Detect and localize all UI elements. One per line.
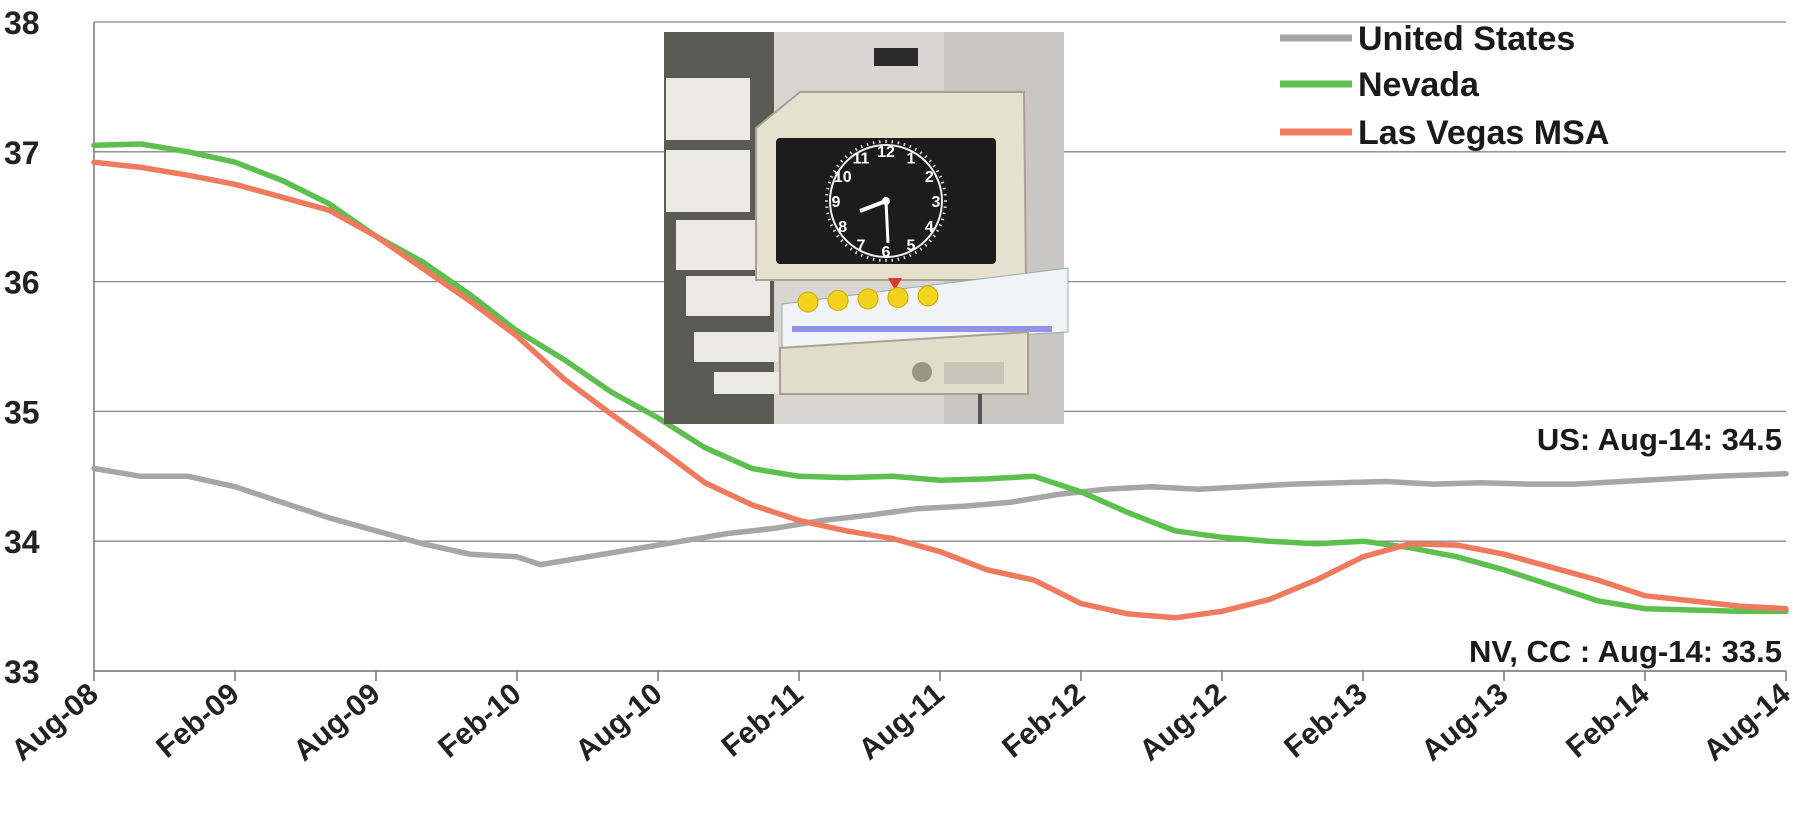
y-tick-label: 37 <box>4 135 40 171</box>
axes <box>93 22 1787 681</box>
x-tick-label: Aug-12 <box>1133 677 1232 768</box>
clock-number: 3 <box>932 194 941 211</box>
smiley-sticker <box>857 288 879 310</box>
smiley-sticker <box>797 291 819 313</box>
clock-number: 8 <box>838 219 847 236</box>
legend-item-united-states: United States <box>1280 20 1575 58</box>
series-line-united-states <box>91 465 1789 568</box>
clock-number: 9 <box>832 194 841 211</box>
y-tick-label: 35 <box>4 394 40 430</box>
legend-item-las-vegas-msa: Las Vegas MSA <box>1280 114 1609 152</box>
clock-number: 7 <box>857 237 866 254</box>
clock-number: 12 <box>877 144 895 161</box>
x-tick-label: Feb-11 <box>715 677 809 763</box>
clock-number: 5 <box>907 237 916 254</box>
x-tick-label: Aug-08 <box>5 677 104 768</box>
us-latest-annotation: US: Aug-14: 34.5 <box>1537 422 1782 457</box>
legend-label: Nevada <box>1358 66 1480 104</box>
clock-minute-hand <box>884 200 890 244</box>
x-tick-label: Aug-14 <box>1697 677 1796 768</box>
legend-label: Las Vegas MSA <box>1358 114 1609 152</box>
x-tick-label: Feb-14 <box>1560 677 1656 765</box>
clock-number: 2 <box>925 169 934 186</box>
nv-latest-annotation: NV, CC : Aug-14: 33.5 <box>1469 634 1782 669</box>
y-tick-label: 36 <box>4 265 40 301</box>
smiley-sticker <box>827 290 849 311</box>
x-tick-label: Aug-13 <box>1415 677 1514 768</box>
series-line-las-vegas-msa <box>91 159 1789 621</box>
y-axis-tick-labels: 33 34 35 36 37 38 <box>4 5 40 690</box>
y-tick-label: 38 <box>4 5 40 41</box>
x-tick-label: Feb-13 <box>1278 677 1373 764</box>
x-tick-label: Aug-10 <box>569 677 668 768</box>
clock-number: 11 <box>853 151 870 168</box>
clock-number: 4 <box>925 219 934 236</box>
smiley-sticker <box>917 285 939 307</box>
x-axis-tick-labels: Aug-08 Feb-09 Aug-09 Feb-10 Aug-10 Feb-11 Aug-… <box>5 677 1796 768</box>
smiley-sticker <box>887 287 909 308</box>
clock-hour-hand <box>859 199 887 213</box>
y-tick-label: 34 <box>4 524 40 560</box>
clock-number: 1 <box>907 151 916 168</box>
clock-number: 6 <box>882 244 891 261</box>
y-tick-label: 33 <box>4 654 40 690</box>
x-tick-label: Feb-10 <box>432 677 527 764</box>
legend-item-nevada: Nevada <box>1280 66 1480 104</box>
clock-number: 10 <box>834 169 852 186</box>
x-tick-label: Aug-11 <box>853 677 951 767</box>
series-lines <box>91 141 1789 621</box>
legend-label: United States <box>1358 20 1575 58</box>
x-tick-label: Feb-12 <box>996 677 1091 764</box>
legend: United States Nevada Las Vegas MSA <box>1280 20 1609 152</box>
x-tick-label: Aug-09 <box>287 677 386 768</box>
smiley-stickers <box>797 285 939 313</box>
x-tick-label: Feb-09 <box>150 677 245 764</box>
